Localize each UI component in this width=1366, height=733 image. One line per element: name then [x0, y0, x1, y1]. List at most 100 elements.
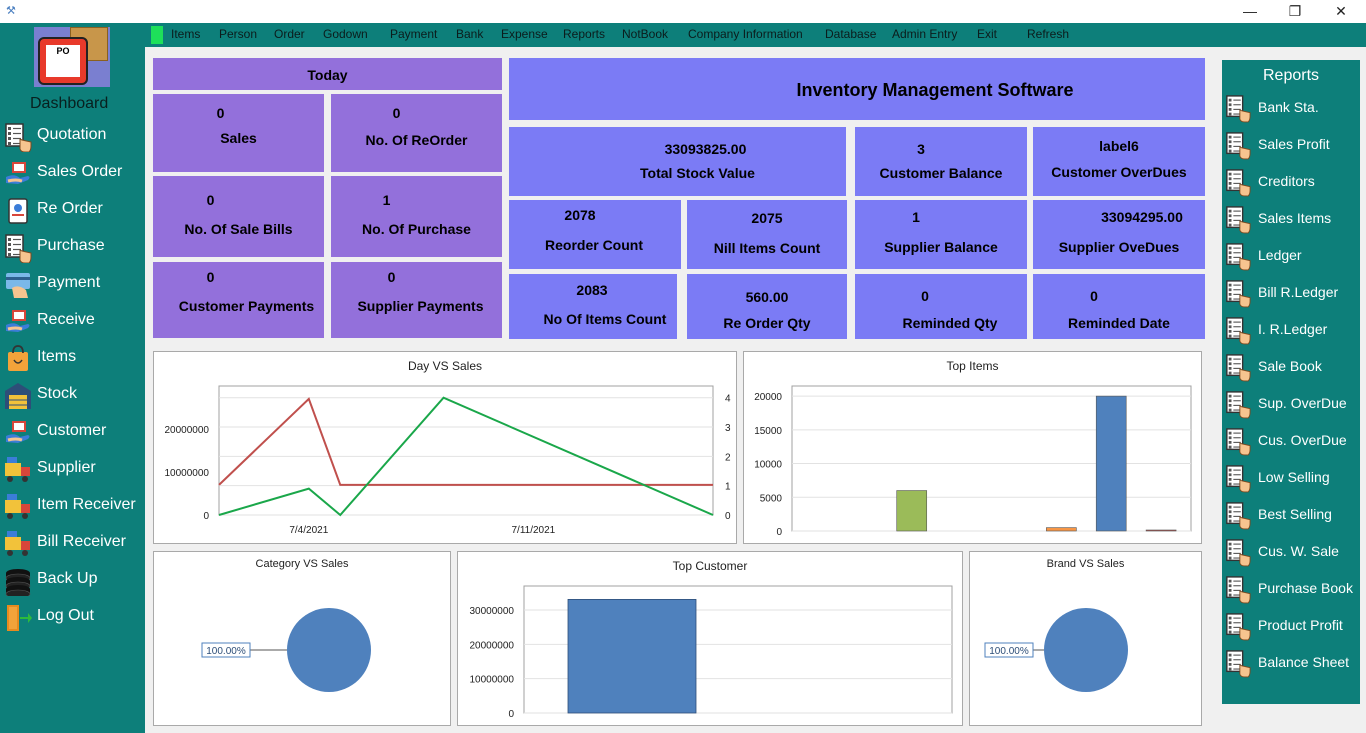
customer-hand-icon: [4, 418, 32, 446]
tile-customer-payments: 0 Customer Payments: [153, 262, 324, 338]
tile-nill-items-count: 2075 Nill Items Count: [687, 200, 847, 269]
nav-item-stock[interactable]: Stock: [0, 378, 145, 414]
tile-reorder-count: 2078 Reorder Count: [509, 200, 681, 269]
dashboard-label[interactable]: Dashboard: [30, 95, 109, 112]
report-checklist-icon: [1225, 204, 1251, 234]
y-left-tick-label: 0: [203, 511, 209, 522]
bar: [1095, 395, 1127, 532]
report-label: Creditors: [1258, 173, 1315, 189]
top-customer-chart: Top Customer 0 10000000 20000000 30000000: [457, 551, 963, 726]
report-ledger[interactable]: Ledger: [1222, 238, 1360, 272]
report-label: Cus. OverDue: [1258, 432, 1347, 448]
report-checklist-icon: [1225, 93, 1251, 123]
y-tick-label: 20000000: [470, 640, 515, 651]
report-label: Sale Book: [1258, 358, 1322, 374]
report-checklist-icon: [1225, 130, 1251, 160]
plot-area: [791, 385, 1192, 532]
reorder-icon: [4, 196, 32, 224]
report-cus-overdue[interactable]: Cus. OverDue: [1222, 423, 1360, 457]
pie-label: 100.00%: [206, 646, 246, 657]
menu-payment[interactable]: Payment: [390, 27, 438, 41]
tile-no-of-purchase: 1 No. Of Purchase: [331, 176, 502, 257]
menu-reports[interactable]: Reports: [563, 27, 606, 41]
menu-order[interactable]: Order: [274, 27, 305, 41]
tile-value: 0: [206, 269, 215, 285]
menu-bank[interactable]: Bank: [456, 27, 484, 41]
report-best-selling[interactable]: Best Selling: [1222, 497, 1360, 531]
nav-item-bill-receiver[interactable]: Bill Receiver: [0, 526, 145, 562]
nav-item-items[interactable]: Items: [0, 341, 145, 377]
report-label: Bank Sta.: [1258, 99, 1319, 115]
app-title: Inventory Management Software: [796, 80, 1074, 100]
report-checklist-icon: [1225, 537, 1251, 567]
nav-item-receive[interactable]: Receive: [0, 304, 145, 340]
nav-item-payment[interactable]: Payment: [0, 267, 145, 303]
tile-reorder-qty: 560.00 Re Order Qty: [687, 274, 847, 339]
tile-value: 2075: [751, 210, 783, 226]
nav-item-item-receiver[interactable]: Item Receiver: [0, 489, 145, 525]
chart-title: Top Customer: [672, 559, 748, 573]
menu-expense[interactable]: Expense: [501, 27, 548, 41]
report-bank-sta[interactable]: Bank Sta.: [1222, 90, 1360, 124]
y-right-tick-label: 2: [725, 452, 731, 463]
nav-item-label: Payment: [37, 274, 101, 291]
category-vs-sales-chart: Category VS Sales 100.00%: [153, 551, 451, 726]
y-tick-label: 30000000: [470, 606, 515, 617]
report-sale-book[interactable]: Sale Book: [1222, 349, 1360, 383]
menu-bar: Items Person Order Godown Payment Bank E…: [145, 23, 1366, 47]
nav-item-back-up[interactable]: Back Up: [0, 563, 145, 599]
report-label: I. R.Ledger: [1258, 321, 1328, 337]
report-product-profit[interactable]: Product Profit: [1222, 608, 1360, 642]
nav-item-re-order[interactable]: Re Order: [0, 193, 145, 229]
tile-no-of-sale-bills: 0 No. Of Sale Bills: [153, 176, 324, 257]
logout-door-icon: [4, 603, 32, 631]
menu-notbook[interactable]: NotBook: [622, 27, 669, 41]
top-items-plot: 0 5000 10000 15000 20000: [754, 385, 1192, 538]
report-sup-overdue[interactable]: Sup. OverDue: [1222, 386, 1360, 420]
truck-icon: [4, 455, 32, 483]
bar: [896, 490, 928, 532]
menu-refresh[interactable]: Refresh: [1027, 27, 1070, 41]
menu-exit[interactable]: Exit: [977, 27, 998, 41]
report-sales-items[interactable]: Sales Items: [1222, 201, 1360, 235]
nav-item-sales-order[interactable]: Sales Order: [0, 156, 145, 192]
nav-item-customer[interactable]: Customer: [0, 415, 145, 451]
menu-marker: [151, 26, 163, 44]
tile-value: label6: [1099, 138, 1139, 154]
close-button[interactable]: ✕: [1335, 3, 1347, 19]
tile-value: 33093825.00: [664, 141, 747, 157]
app-icon: ⚒: [6, 5, 16, 17]
y-right-tick-label: 4: [725, 394, 731, 405]
menu-godown[interactable]: Godown: [323, 27, 368, 41]
tile-label: Supplier Payments: [357, 298, 484, 314]
bar: [1145, 529, 1177, 532]
report-sales-profit[interactable]: Sales Profit: [1222, 127, 1360, 161]
report-creditors[interactable]: Creditors: [1222, 164, 1360, 198]
nav-item-label: Purchase: [37, 237, 105, 254]
report-purchase-book[interactable]: Purchase Book: [1222, 571, 1360, 605]
menu-database[interactable]: Database: [825, 27, 877, 41]
nav-item-log-out[interactable]: Log Out: [0, 600, 145, 636]
tile-value: 3: [917, 141, 925, 157]
report-low-selling[interactable]: Low Selling: [1222, 460, 1360, 494]
bar: [567, 599, 697, 714]
report-balance-sheet[interactable]: Balance Sheet: [1222, 645, 1360, 679]
tile-value: 2078: [564, 207, 596, 223]
menu-person[interactable]: Person: [219, 27, 258, 41]
menu-items[interactable]: Items: [171, 27, 201, 41]
report-bill-r-ledger[interactable]: Bill R.Ledger: [1222, 275, 1360, 309]
minimize-button[interactable]: —: [1243, 3, 1257, 19]
nav-item-supplier[interactable]: Supplier: [0, 452, 145, 488]
nav-item-quotation[interactable]: Quotation: [0, 119, 145, 155]
report-cus-w-sale[interactable]: Cus. W. Sale: [1222, 534, 1360, 568]
tile-no-of-reorder: 0 No. Of ReOrder: [331, 94, 502, 172]
report-i-r-ledger[interactable]: I. R.Ledger: [1222, 312, 1360, 346]
menu-admin-entry[interactable]: Admin Entry: [892, 27, 958, 41]
y-left-tick-label: 20000000: [165, 425, 210, 436]
menu-company-info[interactable]: Company Information: [688, 27, 803, 41]
app-title-banner: Inventory Management Software: [509, 58, 1205, 120]
nav-item-purchase[interactable]: Purchase: [0, 230, 145, 266]
report-label: Sup. OverDue: [1258, 395, 1347, 411]
maximize-button[interactable]: ❐: [1288, 3, 1302, 19]
report-label: Low Selling: [1258, 469, 1330, 485]
